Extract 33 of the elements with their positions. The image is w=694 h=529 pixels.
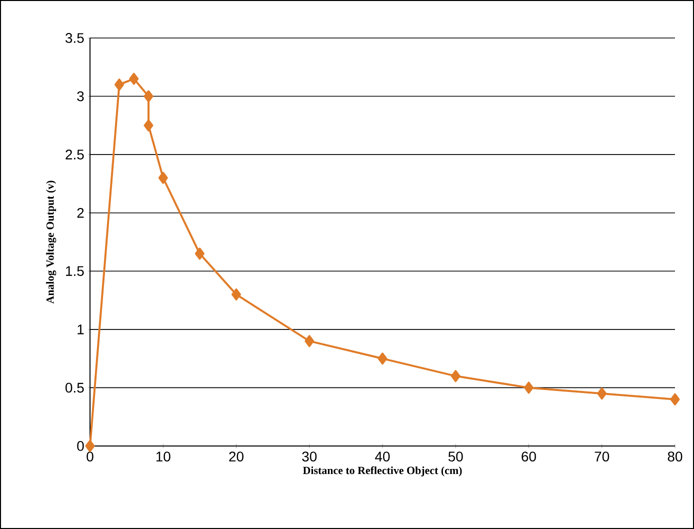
- y-tick-label: 1: [78, 324, 84, 334]
- point: [158, 172, 168, 184]
- x-tick-label: 40: [375, 452, 390, 462]
- x-tick-label: 30: [302, 452, 317, 462]
- x-axis-title: Distance to Reflective Object (cm): [302, 466, 462, 476]
- point: [194, 248, 204, 260]
- y-tick-label: 2: [77, 208, 84, 218]
- point: [597, 388, 607, 400]
- point: [144, 90, 154, 102]
- y-tick-label: 1.5: [66, 266, 84, 276]
- y-axis-title: Analog Voltage Output (v): [46, 180, 56, 304]
- point: [378, 352, 388, 365]
- y-tick-label: 2.5: [66, 150, 84, 160]
- point: [85, 440, 95, 452]
- x-tick-label: 20: [229, 452, 244, 462]
- point: [304, 335, 314, 348]
- point: [670, 393, 680, 406]
- x-tick-label: 10: [156, 452, 170, 462]
- x-tick-label: 80: [668, 452, 682, 462]
- x-tick-label: 60: [522, 452, 536, 462]
- y-tick-label: 3.5: [66, 33, 84, 43]
- point: [144, 119, 154, 132]
- y-tick-label: 0: [77, 441, 84, 451]
- x-tick-label: 50: [448, 452, 463, 462]
- point: [114, 78, 124, 91]
- point: [129, 72, 139, 85]
- y-tick-label: 3: [77, 91, 84, 102]
- point: [232, 288, 242, 300]
- x-tick-label: 0: [86, 452, 94, 462]
- point: [524, 382, 534, 394]
- y-tick-label: 0.5: [66, 382, 84, 393]
- point: [450, 370, 460, 382]
- x-tick-label: 70: [594, 452, 610, 462]
